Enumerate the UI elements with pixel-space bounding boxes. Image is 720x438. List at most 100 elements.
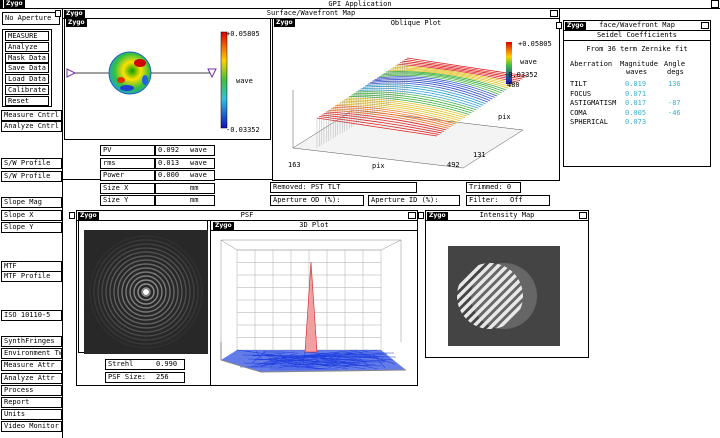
graphic-circle	[97, 243, 195, 341]
strehl-box	[105, 359, 185, 370]
menu-icon[interactable]	[408, 212, 416, 219]
result-label: Power	[103, 171, 125, 179]
sidebar-button[interactable]: Analyze Attr	[1, 373, 62, 384]
sidebar-button[interactable]: S/W Profile	[1, 158, 62, 169]
graphic-path	[386, 71, 507, 91]
sidebar-button[interactable]: Load Data	[5, 74, 49, 85]
graphic-path	[351, 94, 472, 114]
sidebar-button[interactable]: Measure Cntrl	[1, 110, 62, 121]
seidel-cell: SPHERICAL	[570, 118, 608, 126]
graphic-polygon	[220, 239, 402, 251]
graphic-path	[328, 109, 449, 129]
graphic-polygon	[292, 109, 524, 169]
oblique-x-label: pix	[372, 162, 385, 170]
graphic-path	[360, 87, 481, 108]
result-value-box	[155, 182, 215, 194]
seidel-cell: 0.019	[625, 80, 647, 88]
graphic-line	[489, 263, 523, 329]
app-title: GPI Application	[328, 0, 392, 8]
sidebar-button[interactable]: Analyze	[5, 41, 49, 52]
result-unit: wave	[190, 171, 207, 179]
oblique-min: -0.03352	[504, 71, 538, 79]
sidebar-button[interactable]: MTF Profile	[1, 271, 62, 282]
menu-icon[interactable]	[701, 22, 709, 29]
seidel-header: Magnitude	[620, 60, 658, 68]
graphic-path	[344, 99, 465, 118]
graphic-circle	[143, 289, 149, 295]
removed: Removed: PST TLT	[273, 183, 341, 191]
aperture-button[interactable]: No Aperture	[2, 12, 60, 25]
sidebar-button[interactable]: Video Monitor	[1, 421, 62, 432]
graphic-path	[381, 73, 502, 94]
result-value-box	[155, 157, 215, 169]
result-value-box	[155, 145, 215, 156]
menu-icon[interactable]	[550, 10, 558, 17]
graphic-path	[326, 111, 447, 131]
result-value-box	[155, 195, 215, 206]
logo: Zygo	[427, 212, 448, 220]
graphic-path	[395, 65, 516, 85]
result-unit: wave	[190, 146, 207, 154]
psf-size-label: PSF Size:	[108, 373, 146, 381]
graphic-line	[247, 358, 361, 364]
menu-icon[interactable]	[55, 10, 61, 17]
intensity-window-title-bar: Intensity Map Zygo	[418, 211, 588, 221]
graphic-path	[374, 77, 495, 98]
seidel-cell: -87	[668, 99, 681, 107]
result-label: PV	[103, 146, 112, 154]
sidebar-button[interactable]: Slope Y	[1, 222, 62, 233]
graphic-polygon	[66, 68, 77, 78]
graphic-path	[349, 96, 470, 115]
sidebar-button[interactable]: S/W Profile	[1, 171, 62, 182]
sidebar-button[interactable]: SynthFringes	[1, 336, 62, 347]
graphic-line	[254, 353, 354, 361]
sidebar-button[interactable]: Analyze Cntrl	[1, 121, 62, 132]
logo: Zygo	[565, 22, 586, 30]
seidel-cell: 0.017	[625, 99, 647, 107]
graphic-path	[337, 103, 458, 123]
graphic-line	[259, 356, 289, 368]
sidebar-button[interactable]: Mask Data	[5, 52, 49, 63]
menu-icon[interactable]	[69, 212, 75, 219]
graphic-line	[282, 361, 326, 365]
sidebar-button[interactable]: Slope X	[1, 210, 62, 221]
menu-icon[interactable]	[556, 22, 562, 29]
graphic-line	[220, 359, 262, 373]
intensity-image	[448, 246, 560, 346]
graphic-path	[376, 76, 498, 97]
oblique-z-tick: 480	[507, 81, 520, 89]
sidebar-button[interactable]: MEASURE	[5, 31, 49, 41]
graphic-path	[367, 82, 488, 103]
sidebar-button[interactable]: Environment Tw	[1, 348, 62, 359]
sidebar-button[interactable]: ISO 10110-5	[1, 310, 62, 321]
aperture-id-box	[368, 195, 460, 206]
graphic-rect	[506, 42, 512, 84]
graphic-path	[335, 105, 456, 125]
result-label-box	[100, 145, 155, 156]
sidebar-button[interactable]: Calibrate	[5, 85, 49, 95]
menu-icon[interactable]	[418, 212, 424, 219]
graphic-rect	[220, 31, 228, 129]
graphic-path	[316, 117, 438, 137]
result-unit: mm	[190, 183, 199, 192]
graphic-path	[319, 116, 440, 135]
sidebar-button[interactable]: Report	[1, 397, 62, 408]
sidebar-button[interactable]: Reset	[5, 95, 49, 106]
graphic-line	[243, 362, 335, 366]
seidel-window-title-bar: face/Wavefront Map Zygo	[556, 21, 710, 31]
menu-icon[interactable]	[0, 0, 3, 8]
seidel-cell: 0.071	[625, 89, 647, 98]
close-icon[interactable]	[711, 0, 719, 8]
sidebar-button[interactable]: Slope Mag	[1, 197, 62, 208]
sidebar-button[interactable]: Process	[1, 385, 62, 396]
oblique-unit: wave	[520, 58, 537, 66]
menu-icon[interactable]	[579, 212, 587, 219]
colorbar-min: -0.03352	[226, 126, 260, 134]
sidebar-button[interactable]: Save Data	[5, 63, 49, 74]
seidel-header: Aberration	[570, 60, 613, 68]
sidebar-button[interactable]: Measure Attr	[1, 360, 62, 371]
seidel-cell: 0.073	[625, 118, 647, 126]
graphic-line	[325, 356, 343, 362]
graphic-circle	[93, 239, 199, 345]
sidebar-button[interactable]: Units	[1, 409, 62, 420]
